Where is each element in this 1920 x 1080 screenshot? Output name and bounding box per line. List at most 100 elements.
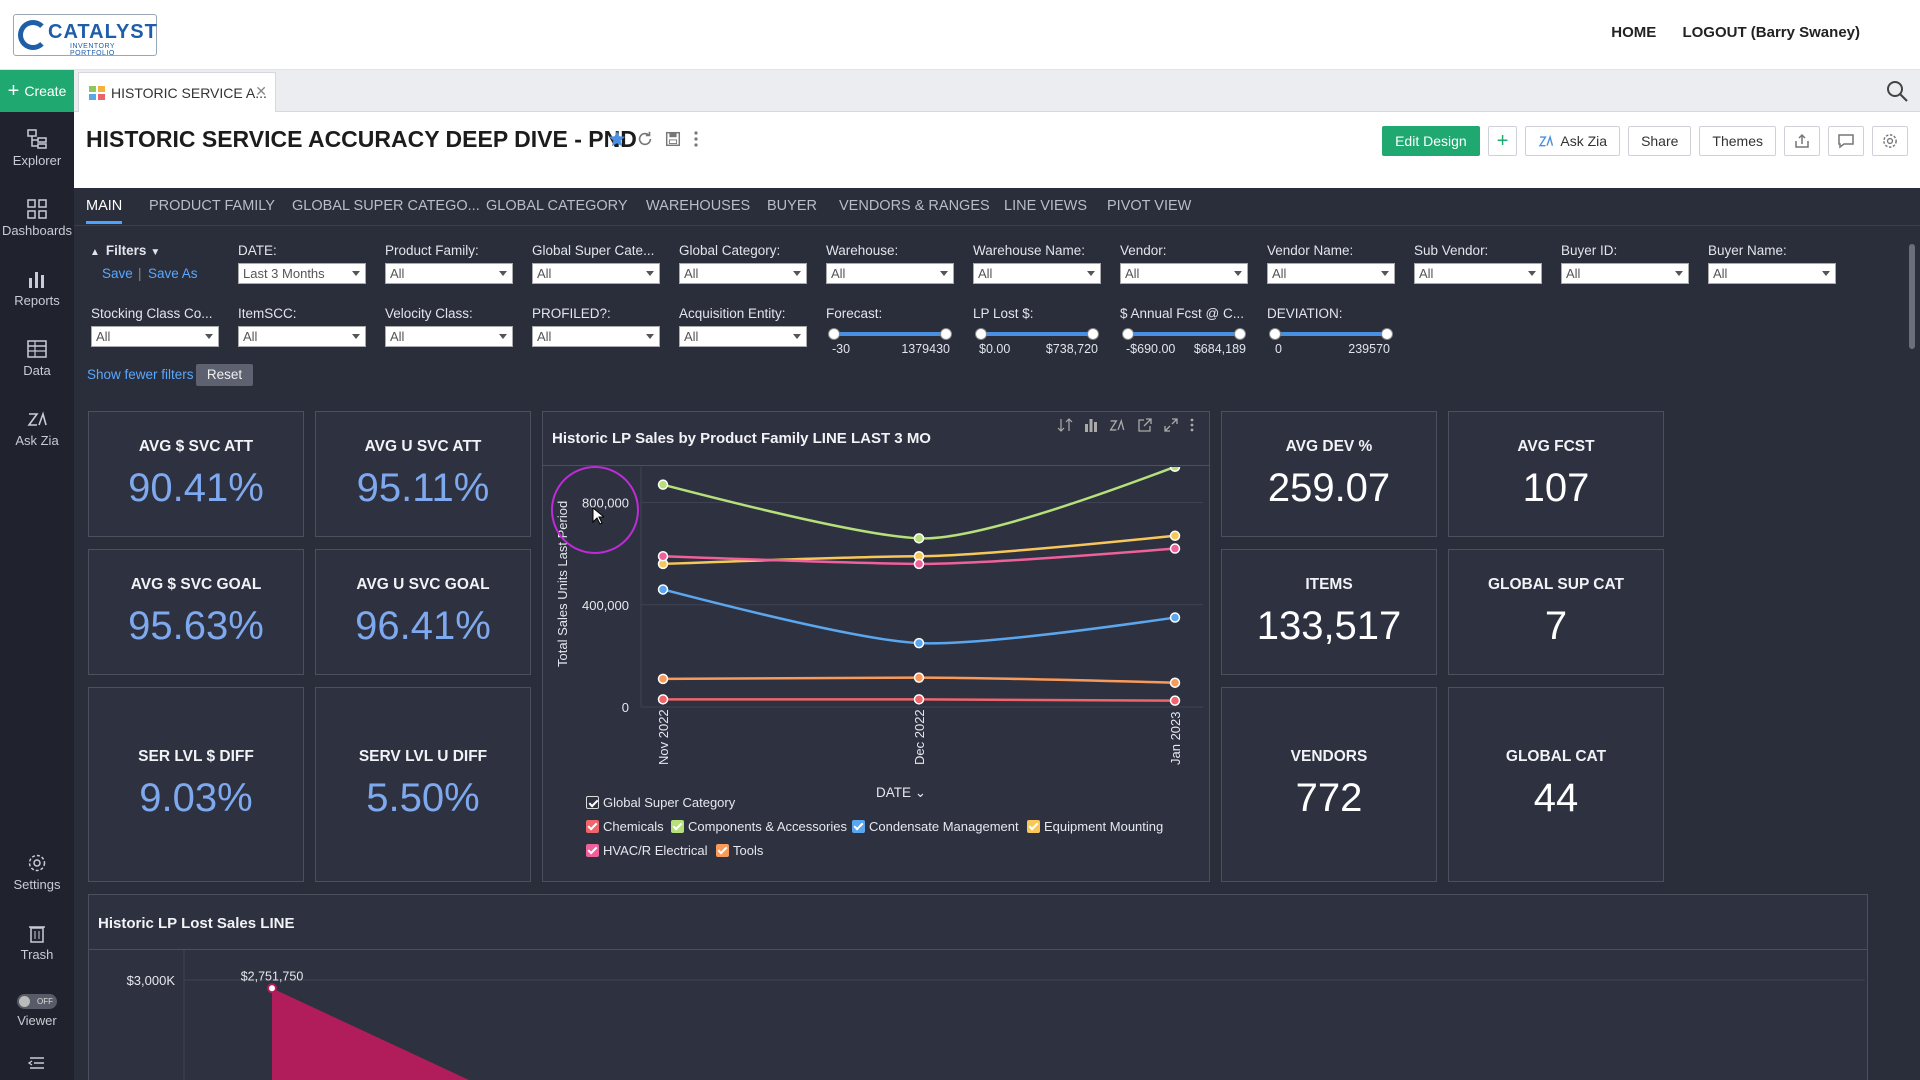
legend-checkbox[interactable]: [586, 820, 599, 833]
more-vertical-icon[interactable]: [692, 130, 700, 148]
filter-itemscc-select[interactable]: All: [238, 326, 366, 347]
filter-buyer-id-select[interactable]: All: [1561, 263, 1689, 284]
kpi-global-sup-cat[interactable]: GLOBAL SUP CAT 7: [1448, 549, 1664, 675]
filter-stocking-class-select[interactable]: All: [91, 326, 219, 347]
catalyst-logo[interactable]: CATALYST INVENTORY PORTFOLIO: [13, 14, 157, 57]
forecast-max-handle[interactable]: [940, 328, 952, 340]
nav-dashboards[interactable]: Dashboards: [0, 198, 74, 238]
collapse-menu[interactable]: [0, 1054, 74, 1075]
filter-buyer-name-select[interactable]: All: [1708, 263, 1836, 284]
legend-hvac[interactable]: HVAC/R Electrical: [586, 843, 708, 858]
comment-button[interactable]: [1828, 126, 1864, 156]
nav-viewer[interactable]: OFF Viewer: [0, 994, 74, 1028]
tab-historic-service[interactable]: HISTORIC SERVICE A... ✕: [78, 72, 276, 112]
legend-checkbox[interactable]: [586, 844, 599, 857]
home-link[interactable]: HOME: [1611, 24, 1657, 41]
save-icon[interactable]: [664, 130, 682, 148]
filter-date-select[interactable]: Last 3 Months: [238, 263, 366, 284]
logout-link[interactable]: LOGOUT (Barry Swaney): [1682, 24, 1860, 41]
themes-button[interactable]: Themes: [1699, 126, 1776, 156]
data-point[interactable]: [657, 479, 669, 490]
filter-velocity-class-select[interactable]: All: [385, 326, 513, 347]
nav-ask-zia[interactable]: Ask Zia: [0, 408, 74, 448]
zia-insight-icon[interactable]: [1109, 417, 1127, 433]
tab-product-family[interactable]: PRODUCT FAMILY: [149, 198, 275, 214]
legend-equipment[interactable]: Equipment Mounting: [1027, 819, 1163, 834]
data-point[interactable]: [1169, 677, 1181, 688]
filter-global-category-select[interactable]: All: [679, 263, 807, 284]
vertical-scrollbar[interactable]: [1906, 226, 1918, 1076]
forecast-min-handle[interactable]: [828, 328, 840, 340]
legend-condensate[interactable]: Condensate Management: [852, 819, 1019, 834]
data-point[interactable]: [657, 584, 669, 595]
create-button[interactable]: + Create: [0, 70, 74, 112]
bar-chart-icon[interactable]: [1083, 417, 1099, 433]
data-point[interactable]: [1169, 612, 1181, 623]
search-icon[interactable]: [1884, 78, 1910, 104]
filter-vendor-name-select[interactable]: All: [1267, 263, 1395, 284]
tab-global-super-category[interactable]: GLOBAL SUPER CATEGO...: [292, 198, 480, 214]
export-button[interactable]: [1784, 126, 1820, 156]
viewer-toggle[interactable]: OFF: [17, 994, 57, 1009]
data-point[interactable]: [657, 673, 669, 685]
data-point[interactable]: [1169, 695, 1181, 706]
save-as-filter-link[interactable]: Save As: [148, 266, 198, 281]
nav-trash[interactable]: Trash: [0, 922, 74, 962]
data-point[interactable]: [1169, 467, 1181, 473]
nav-explorer[interactable]: Explorer: [0, 128, 74, 168]
lp-lost-min-handle[interactable]: [975, 328, 987, 340]
annual-fcst-min-handle[interactable]: [1122, 328, 1134, 340]
edit-design-button[interactable]: Edit Design: [1382, 126, 1480, 156]
kpi-avg-d-svc-goal[interactable]: AVG $ SVC GOAL 95.63%: [88, 549, 304, 675]
data-point[interactable]: [267, 983, 277, 994]
kpi-avg-dev[interactable]: AVG DEV % 259.07: [1221, 411, 1437, 537]
settings-button[interactable]: [1872, 126, 1908, 156]
legend-checkbox[interactable]: [671, 820, 684, 833]
annual-fcst-max-handle[interactable]: [1234, 328, 1246, 340]
tab-pivot-view[interactable]: PIVOT VIEW: [1107, 198, 1192, 214]
nav-settings[interactable]: Settings: [0, 852, 74, 892]
kpi-avg-u-svc-goal[interactable]: AVG U SVC GOAL 96.41%: [315, 549, 531, 675]
legend-tools[interactable]: Tools: [716, 843, 763, 858]
add-widget-button[interactable]: +: [1487, 126, 1518, 156]
filter-warehouse-name-select[interactable]: All: [973, 263, 1101, 284]
filters-toggle[interactable]: ▲ Filters ▼: [90, 243, 160, 258]
kpi-serv-lvl-u-diff[interactable]: SERV LVL U DIFF 5.50%: [315, 687, 531, 882]
series-line-condensate-management[interactable]: [662, 588, 1176, 645]
legend-components[interactable]: Components & Accessories: [671, 819, 847, 834]
filter-profiled-select[interactable]: All: [532, 326, 660, 347]
lost-sales-area[interactable]: [272, 988, 469, 1080]
refresh-icon[interactable]: [636, 130, 654, 148]
star-icon[interactable]: [608, 130, 626, 148]
deviation-max-handle[interactable]: [1381, 328, 1393, 340]
data-point[interactable]: [657, 550, 669, 562]
tab-warehouses[interactable]: WAREHOUSES: [646, 198, 751, 214]
close-icon[interactable]: ✕: [255, 83, 267, 99]
share-button[interactable]: Share: [1628, 126, 1692, 156]
data-point[interactable]: [657, 694, 669, 705]
data-point[interactable]: [1169, 530, 1181, 542]
filter-acquisition-entity-select[interactable]: All: [679, 326, 807, 347]
nav-reports[interactable]: Reports: [0, 268, 74, 308]
show-fewer-filters-link[interactable]: Show fewer filters: [87, 367, 194, 382]
legend-checkbox[interactable]: [1027, 820, 1040, 833]
kpi-avg-fcst[interactable]: AVG FCST 107: [1448, 411, 1664, 537]
filter-global-super-cat-select[interactable]: All: [532, 263, 660, 284]
tab-line-views[interactable]: LINE VIEWS: [1004, 198, 1087, 214]
expand-icon[interactable]: [1163, 417, 1179, 433]
kpi-ser-lvl-d-diff[interactable]: SER LVL $ DIFF 9.03%: [88, 687, 304, 882]
ask-zia-button[interactable]: Ask Zia: [1525, 126, 1621, 156]
tab-main[interactable]: MAIN: [86, 198, 123, 224]
tab-vendors-ranges[interactable]: VENDORS & RANGES: [839, 198, 990, 214]
legend-checkbox[interactable]: [852, 820, 865, 833]
lp-lost-max-handle[interactable]: [1087, 328, 1099, 340]
data-point[interactable]: [913, 533, 925, 544]
more-vertical-icon[interactable]: [1189, 417, 1195, 433]
scrollbar-thumb[interactable]: [1909, 244, 1915, 349]
tab-buyer[interactable]: BUYER: [767, 198, 817, 214]
filter-warehouse-select[interactable]: All: [826, 263, 954, 284]
legend-checkbox[interactable]: [716, 844, 729, 857]
tab-global-category[interactable]: GLOBAL CATEGORY: [486, 198, 628, 214]
filter-sub-vendor-select[interactable]: All: [1414, 263, 1542, 284]
data-point[interactable]: [913, 558, 925, 570]
